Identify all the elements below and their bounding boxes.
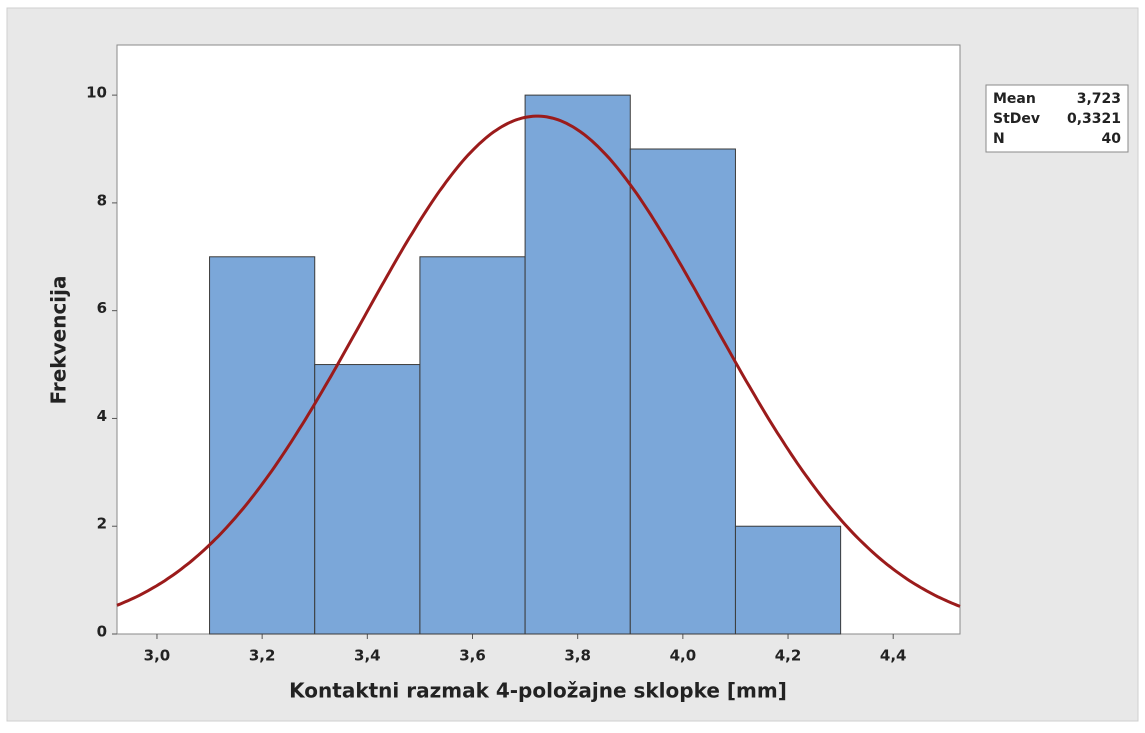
x-tick-label: 3,4: [354, 647, 381, 665]
stat-value: 3,723: [1077, 91, 1121, 107]
stat-name: Mean: [993, 91, 1036, 107]
bar: [629, 148, 736, 635]
y-tick-label: 6: [97, 299, 107, 317]
stat-name: StDev: [993, 111, 1040, 127]
x-tick-label: 3,6: [459, 647, 486, 665]
y-tick-label: 8: [97, 191, 107, 209]
x-tick-label: 3,0: [144, 647, 171, 665]
x-axis-label: Kontaktni razmak 4-položajne sklopke [mm…: [289, 679, 787, 703]
y-tick-label: 2: [97, 515, 107, 533]
y-tick-label: 0: [97, 623, 107, 641]
x-tick-label: 4,0: [670, 647, 697, 665]
stat-name: N: [993, 131, 1005, 147]
bar: [524, 94, 631, 635]
x-tick-label: 3,2: [249, 647, 276, 665]
y-tick-label: 10: [86, 84, 107, 102]
x-tick-label: 3,8: [564, 647, 591, 665]
x-tick-label: 4,4: [880, 647, 907, 665]
x-tick-label: 4,2: [775, 647, 802, 665]
stat-value: 40: [1102, 131, 1122, 147]
bar: [734, 525, 842, 635]
stats-box: [985, 84, 1129, 153]
y-axis-label: Frekvencija: [47, 275, 71, 404]
bar: [419, 256, 526, 635]
y-tick-label: 4: [97, 407, 107, 425]
fit-curve: [116, 114, 961, 608]
bar: [209, 256, 316, 635]
bar: [314, 364, 421, 635]
stat-value: 0,3321: [1067, 111, 1121, 127]
